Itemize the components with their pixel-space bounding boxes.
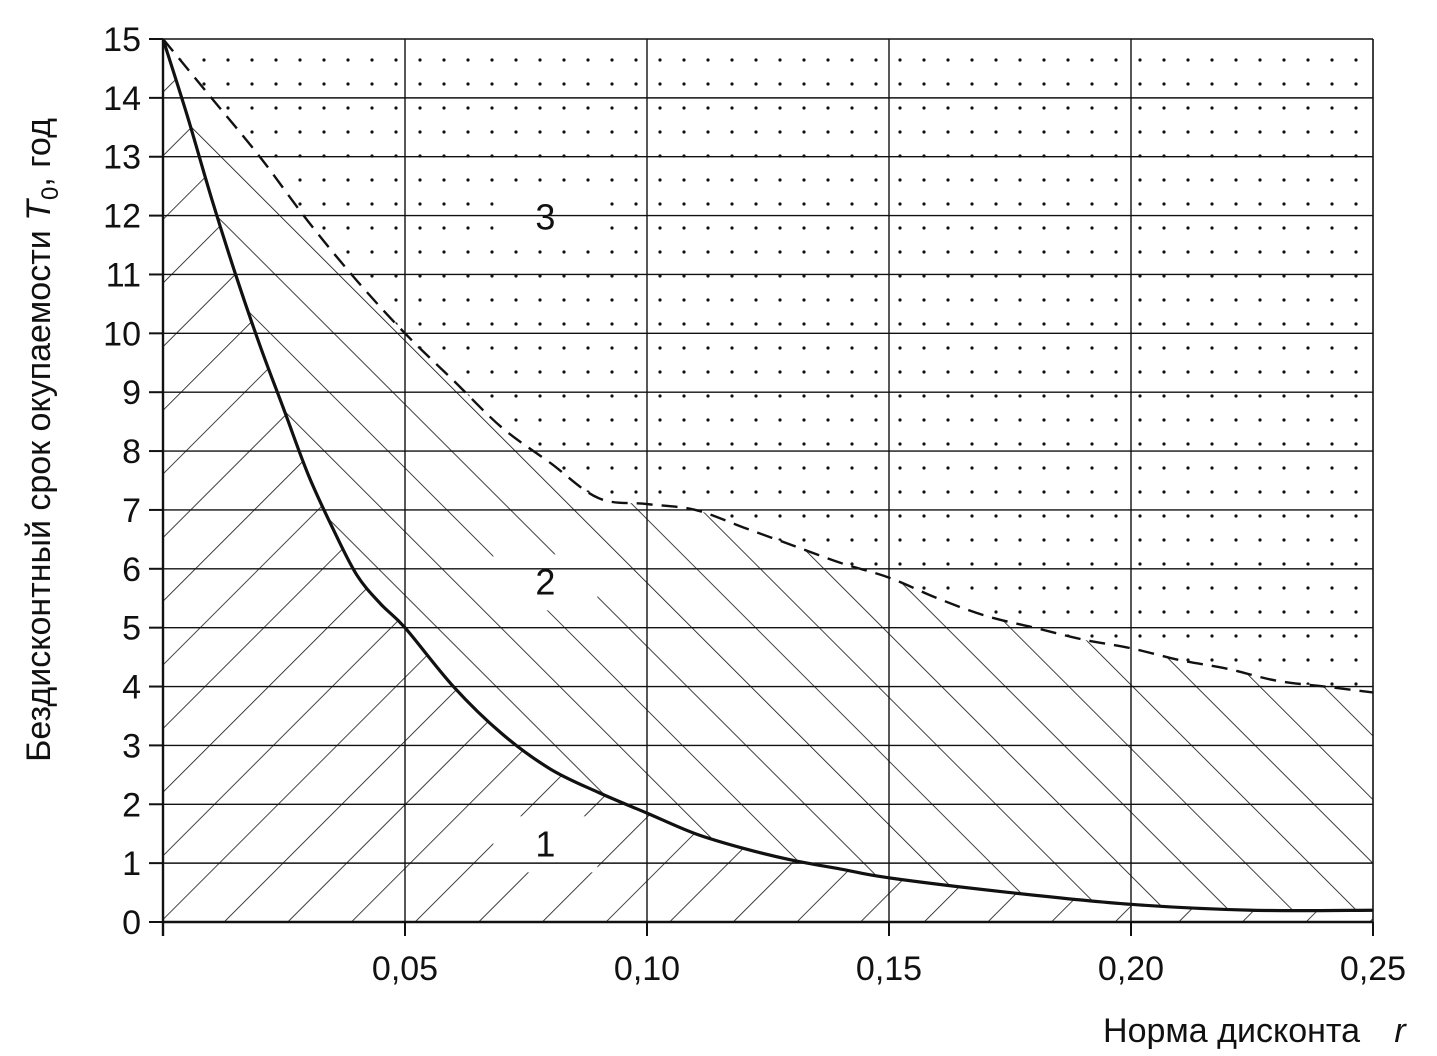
x-axis-title: Норма дисконта [1103, 1012, 1360, 1050]
y-tick-label: 15 [103, 21, 141, 59]
region-3-area [163, 39, 1373, 693]
y-tick-label: 2 [122, 786, 141, 824]
y-tick-label: 5 [122, 610, 141, 648]
y-tick-label: 7 [122, 492, 141, 530]
y-tick-label: 3 [122, 727, 141, 765]
y-tick-label: 13 [103, 139, 141, 177]
y-tick-label: 9 [122, 374, 141, 412]
x-tick-label: 0,10 [614, 950, 680, 988]
region-label: 3 [535, 196, 555, 237]
shaded-regions [163, 39, 1373, 922]
x-tick-label: 0,15 [856, 950, 922, 988]
y-tick-label: 6 [122, 551, 141, 589]
x-tick-labels: 0,05 0,10 0,15 0,20 0,25 [372, 950, 1406, 988]
region-labels: 1 2 3 [535, 196, 555, 864]
region-2-area [163, 39, 1373, 911]
y-tick-label: 10 [103, 315, 141, 353]
y-tick-label: 8 [122, 433, 141, 471]
x-axis-variable: r [1394, 1012, 1407, 1050]
region-label-bg [493, 189, 598, 246]
region-label: 1 [535, 823, 555, 864]
series-dashed-line [163, 39, 1373, 694]
y-tick-label: 11 [106, 256, 141, 294]
region-label-bg [493, 554, 598, 611]
region-label: 2 [535, 561, 555, 602]
x-tick-label: 0,25 [1340, 950, 1406, 988]
y-tick-label: 14 [103, 80, 141, 118]
y-tick-label: 0 [122, 904, 141, 942]
grid-lines [163, 39, 1373, 922]
y-axis-title: Бездисконтный срок окупаемости T0, год [20, 118, 64, 762]
x-tick-label: 0,20 [1098, 950, 1164, 988]
y-tick-label: 4 [122, 669, 141, 707]
y-tick-label: 1 [122, 845, 141, 883]
x-tick-label: 0,05 [372, 950, 438, 988]
series-solid-line [163, 39, 1373, 913]
y-tick-label: 12 [103, 198, 141, 236]
data-lines [163, 39, 1373, 913]
axes [149, 38, 1374, 936]
